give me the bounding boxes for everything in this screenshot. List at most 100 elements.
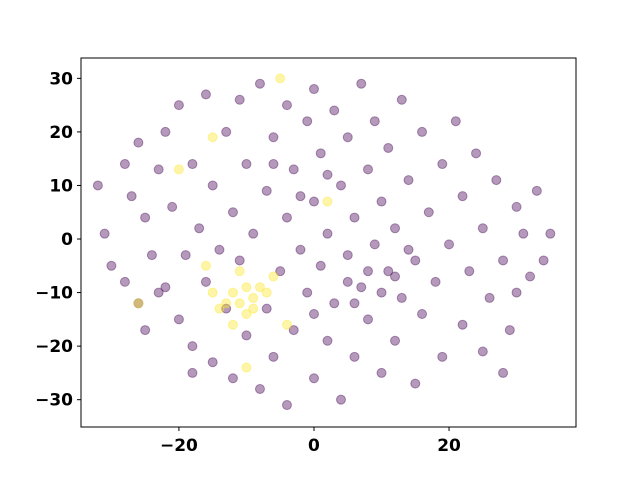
point <box>99 228 110 239</box>
point <box>308 373 319 384</box>
point <box>281 212 292 223</box>
point <box>430 276 441 287</box>
y-tick-label: 0 <box>61 230 73 250</box>
point <box>248 303 259 314</box>
point <box>173 100 184 111</box>
point <box>207 287 218 298</box>
point <box>207 357 218 368</box>
point <box>227 207 238 218</box>
point <box>221 298 232 309</box>
x-tick-label: −20 <box>160 436 198 456</box>
point <box>369 116 380 127</box>
y-tick-label: −20 <box>35 337 73 357</box>
point <box>275 73 286 84</box>
point <box>315 148 326 159</box>
point <box>194 223 205 234</box>
y-tick-label: 10 <box>49 176 73 196</box>
point <box>221 126 232 137</box>
point <box>281 400 292 411</box>
point <box>268 159 279 170</box>
point <box>227 319 238 330</box>
point <box>450 116 461 127</box>
point <box>227 287 238 298</box>
point <box>241 330 252 341</box>
point <box>261 185 272 196</box>
point <box>180 250 191 261</box>
point <box>444 239 455 250</box>
x-tick-label: 20 <box>437 436 461 456</box>
x-tick-label: 0 <box>308 436 320 456</box>
point <box>329 298 340 309</box>
point <box>545 228 556 239</box>
point <box>173 164 184 175</box>
point <box>423 207 434 218</box>
y-tick-label: 30 <box>49 69 73 89</box>
point <box>315 260 326 271</box>
point <box>153 164 164 175</box>
point <box>308 308 319 319</box>
point <box>268 132 279 143</box>
point <box>457 319 468 330</box>
point <box>363 314 374 325</box>
point <box>342 276 353 287</box>
point <box>133 298 144 309</box>
point <box>525 271 536 282</box>
point <box>308 84 319 95</box>
y-tick-label: 20 <box>49 123 73 143</box>
point <box>281 319 292 330</box>
point <box>349 212 360 223</box>
point <box>376 196 387 207</box>
point <box>281 100 292 111</box>
point <box>214 244 225 255</box>
point <box>491 175 502 186</box>
y-tick-label: −10 <box>35 284 73 304</box>
point <box>234 266 245 277</box>
point <box>376 367 387 378</box>
point <box>295 191 306 202</box>
point <box>498 367 509 378</box>
point <box>356 78 367 89</box>
point <box>261 303 272 314</box>
point <box>484 292 495 303</box>
point <box>207 132 218 143</box>
point <box>322 228 333 239</box>
point <box>241 159 252 170</box>
point <box>248 292 259 303</box>
y-tick-label: −30 <box>35 391 73 411</box>
point <box>268 271 279 282</box>
point <box>477 346 488 357</box>
point <box>390 271 401 282</box>
point <box>261 287 272 298</box>
point <box>396 94 407 105</box>
point <box>356 282 367 293</box>
point <box>221 303 232 314</box>
point <box>417 126 428 137</box>
point <box>153 287 164 298</box>
point <box>268 351 279 362</box>
point <box>308 196 319 207</box>
point <box>234 255 245 266</box>
point <box>187 367 198 378</box>
point <box>254 78 265 89</box>
point <box>390 223 401 234</box>
point <box>410 378 421 389</box>
point <box>363 164 374 175</box>
point <box>214 303 225 314</box>
point <box>437 351 448 362</box>
point <box>417 308 428 319</box>
point <box>241 308 252 319</box>
point <box>335 394 346 405</box>
point <box>437 159 448 170</box>
point <box>187 341 198 352</box>
point <box>457 191 468 202</box>
point <box>119 276 130 287</box>
point <box>167 201 178 212</box>
point <box>363 266 374 277</box>
point <box>342 250 353 261</box>
point <box>254 282 265 293</box>
point <box>106 260 117 271</box>
point <box>471 148 482 159</box>
point <box>335 180 346 191</box>
point <box>241 282 252 293</box>
point <box>140 325 151 336</box>
